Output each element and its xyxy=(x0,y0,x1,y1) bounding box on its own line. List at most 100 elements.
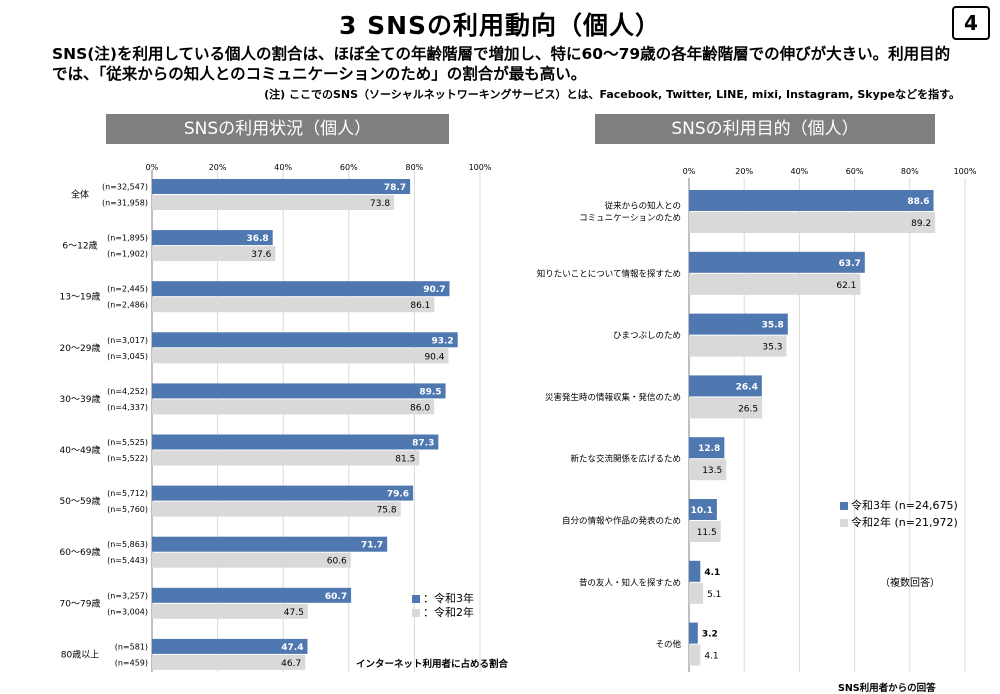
left-tick-label: 20% xyxy=(209,163,227,172)
right-bar-r3 xyxy=(689,375,762,397)
left-bar-r2 xyxy=(152,246,276,262)
right-data-label: 35.3 xyxy=(762,343,782,353)
left-footnote: インターネット利用者に占める割合 xyxy=(356,659,509,670)
left-category-label: 30～39歳 xyxy=(60,393,101,405)
left-data-label: 46.7 xyxy=(281,659,301,669)
left-data-label: 79.6 xyxy=(387,490,409,500)
lead-line-2: では、「従来からの知人とのコミュニケーションのため」の割合が最も高い。 xyxy=(52,65,587,83)
right-bar-r3 xyxy=(689,251,865,273)
right-data-label: 5.1 xyxy=(707,590,721,600)
left-n-label: (n=5,760) xyxy=(107,505,148,514)
right-footnote: SNS利用者からの回答 xyxy=(838,683,936,694)
sns-definition-note: (注) ここでのSNS（ソーシャルネットワーキングサービス）とは、Faceboo… xyxy=(264,88,960,101)
right-bar-r2 xyxy=(689,521,721,542)
left-data-label: 36.8 xyxy=(246,234,268,244)
page-number: 4 xyxy=(952,6,990,40)
left-legend-r3-label: ：令和3年 xyxy=(423,592,474,605)
left-data-label: 90.7 xyxy=(423,285,445,295)
left-tick-label: 80% xyxy=(406,163,424,172)
right-bar-r2 xyxy=(689,273,861,295)
right-bar-r2 xyxy=(689,335,787,357)
right-data-label: 26.5 xyxy=(738,404,758,414)
left-bar-r3 xyxy=(152,332,458,348)
left-tick-label: 40% xyxy=(274,163,292,172)
right-bar-r3 xyxy=(689,560,701,582)
right-data-label: 63.7 xyxy=(839,259,861,269)
left-bar-r3 xyxy=(152,179,411,194)
left-data-label: 86.0 xyxy=(410,403,430,413)
left-bar-r3 xyxy=(152,281,450,297)
right-bar-r2 xyxy=(689,459,727,481)
left-category-label: 13～19歳 xyxy=(60,291,101,303)
left-bar-r3 xyxy=(152,434,439,450)
right-data-label: 3.2 xyxy=(702,630,718,640)
right-bar-r2 xyxy=(689,397,763,419)
right-tick-label: 60% xyxy=(846,167,864,176)
left-data-label: 60.7 xyxy=(325,592,347,602)
right-data-label: 13.5 xyxy=(702,466,722,476)
right-bar-r3 xyxy=(689,499,717,520)
left-data-label: 47.5 xyxy=(284,608,304,618)
right-category-label: コミュニケーションのため xyxy=(579,214,681,224)
right-data-label: 88.6 xyxy=(907,197,929,207)
legend-swatch-r3 xyxy=(840,502,848,510)
right-data-label: 62.1 xyxy=(836,281,856,291)
left-data-label: 47.4 xyxy=(281,643,303,653)
right-data-label: 12.8 xyxy=(698,444,720,454)
left-data-label: 71.7 xyxy=(361,541,383,551)
left-data-label: 78.7 xyxy=(384,183,406,193)
right-data-label: 4.1 xyxy=(704,652,718,662)
right-tick-label: 80% xyxy=(901,167,919,176)
right-legend-r2-label: 令和2年 (n=21,972) xyxy=(851,516,958,529)
right-data-label: 11.5 xyxy=(697,528,717,538)
left-category-label: 6～12歳 xyxy=(62,240,97,252)
left-n-label: (n=2,445) xyxy=(107,285,148,294)
left-chart-header: SNSの利用状況（個人） xyxy=(106,114,449,144)
right-tick-label: 20% xyxy=(735,167,753,176)
left-category-label: 全体 xyxy=(71,189,89,201)
left-n-label: (n=3,017) xyxy=(107,336,148,345)
left-bar-r3 xyxy=(152,383,446,399)
left-bar-r2 xyxy=(152,195,395,210)
left-bar-r2 xyxy=(152,348,449,364)
left-legend-r2: ：令和2年 xyxy=(412,606,474,620)
right-data-label: 89.2 xyxy=(911,219,931,229)
left-n-label: (n=2,486) xyxy=(107,301,148,310)
right-legend-r2: 令和2年 (n=21,972) xyxy=(840,516,958,530)
left-n-label: (n=581) xyxy=(115,642,148,651)
right-category-label: 昔の友人・知人を探すため xyxy=(579,577,681,588)
left-tick-label: 60% xyxy=(340,163,358,172)
right-legend: 令和3年 (n=24,675) 令和2年 (n=21,972) xyxy=(840,499,958,530)
left-n-label: (n=5,712) xyxy=(107,489,148,498)
left-bar-r3 xyxy=(152,230,273,246)
left-data-label: 89.5 xyxy=(419,387,441,397)
legend-swatch-r2 xyxy=(840,519,848,527)
right-category-label: ひまつぶしのため xyxy=(613,331,681,341)
left-legend-r2-label: ：令和2年 xyxy=(423,606,474,619)
right-category-label: 災害発生時の情報収集・発信のため xyxy=(545,392,681,403)
right-category-label: 知りたいことについて情報を探すため xyxy=(537,268,681,279)
left-category-label: 50～59歳 xyxy=(60,495,101,507)
left-data-label: 86.1 xyxy=(410,301,430,311)
left-n-label: (n=1,895) xyxy=(107,234,148,243)
right-bar-r3 xyxy=(689,437,725,459)
right-bar-r2 xyxy=(689,644,701,666)
left-n-label: (n=5,525) xyxy=(107,438,148,447)
left-n-label: (n=5,443) xyxy=(107,556,148,565)
left-data-label: 93.2 xyxy=(431,336,453,346)
left-bar-r2 xyxy=(152,501,401,517)
right-chart-header: SNSの利用目的（個人） xyxy=(595,114,935,144)
right-category-label: 新たな交流関係を広げるため xyxy=(570,454,681,465)
right-legend-r3: 令和3年 (n=24,675) xyxy=(840,499,958,513)
lead-text: SNS(注)を利用している個人の割合は、ほぼ全ての年齢階層で増加し、特に60～7… xyxy=(52,44,982,84)
left-legend-r3: ：令和3年 xyxy=(412,592,474,606)
left-bar-r2 xyxy=(152,552,351,568)
left-bar-r2 xyxy=(152,297,435,313)
right-legend-r3-label: 令和3年 (n=24,675) xyxy=(851,499,958,512)
left-bar-r2 xyxy=(152,450,420,466)
left-bar-r2 xyxy=(152,654,306,670)
lead-line-1: SNS(注)を利用している個人の割合は、ほぼ全ての年齢階層で増加し、特に60～7… xyxy=(52,45,951,63)
left-category-label: 80歳以上 xyxy=(61,648,99,660)
left-n-label: (n=459) xyxy=(115,658,148,667)
left-tick-label: 0% xyxy=(146,163,159,172)
